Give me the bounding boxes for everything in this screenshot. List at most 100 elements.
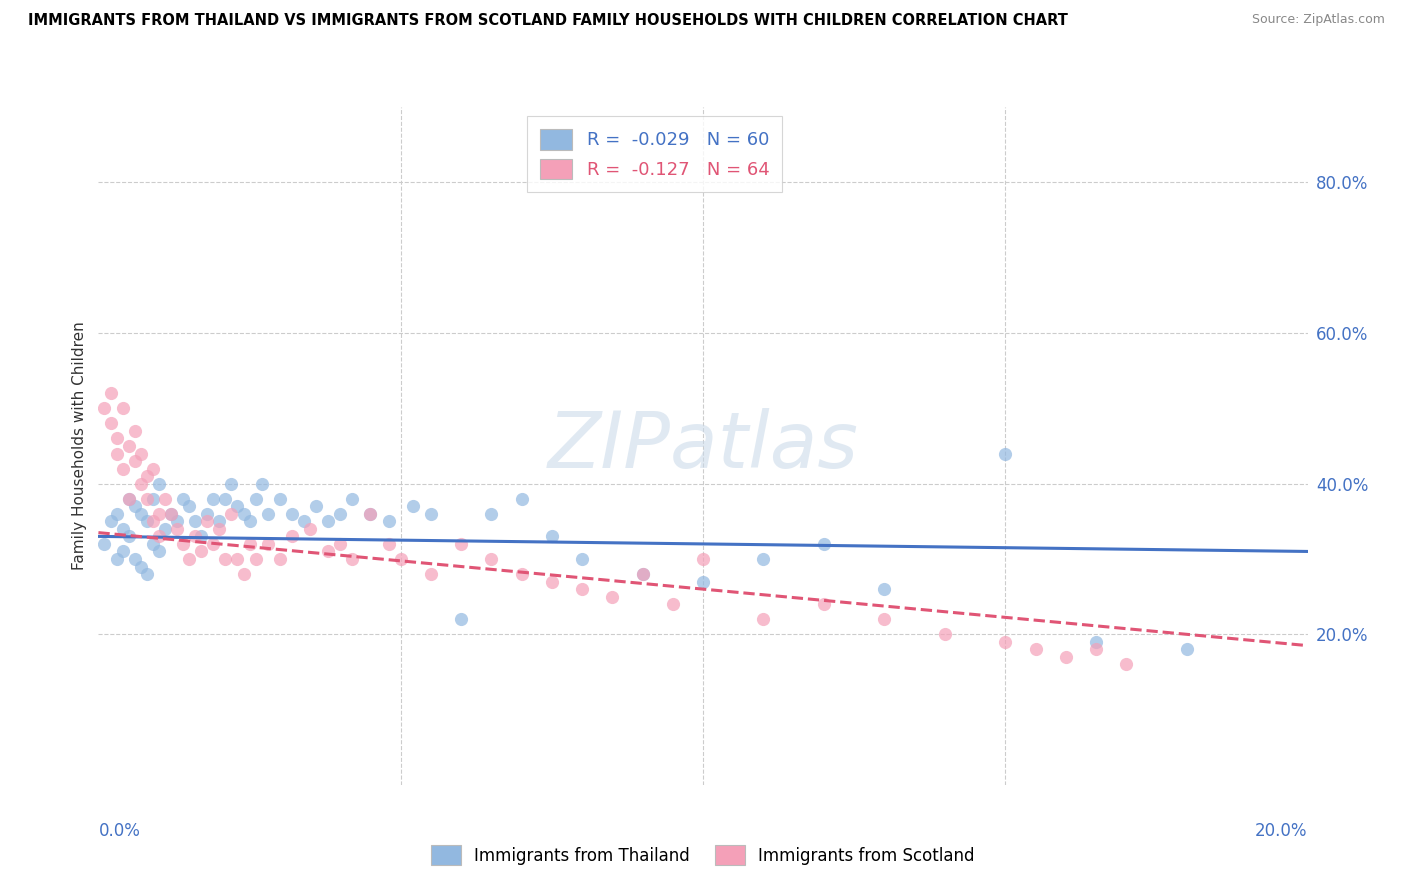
Point — [190, 544, 212, 558]
Point — [135, 514, 157, 528]
Point — [329, 507, 352, 521]
Point — [100, 417, 122, 431]
Point — [245, 491, 267, 506]
Point — [118, 439, 141, 453]
Point — [142, 461, 165, 475]
Point — [450, 537, 472, 551]
Point — [692, 552, 714, 566]
Point — [232, 507, 254, 521]
Point — [360, 507, 382, 521]
Text: IMMIGRANTS FROM THAILAND VS IMMIGRANTS FROM SCOTLAND FAMILY HOUSEHOLDS WITH CHIL: IMMIGRANTS FROM THAILAND VS IMMIGRANTS F… — [28, 13, 1069, 29]
Point — [540, 574, 562, 589]
Point — [813, 597, 835, 611]
Point — [124, 454, 146, 468]
Point — [105, 507, 128, 521]
Point — [342, 552, 364, 566]
Point — [111, 401, 134, 416]
Point — [190, 529, 212, 543]
Point — [1054, 649, 1077, 664]
Point — [1085, 635, 1108, 649]
Point — [250, 476, 273, 491]
Point — [124, 500, 146, 514]
Point — [202, 491, 225, 506]
Point — [256, 537, 278, 551]
Point — [124, 552, 146, 566]
Point — [661, 597, 683, 611]
Y-axis label: Family Households with Children: Family Households with Children — [72, 322, 87, 570]
Point — [873, 612, 896, 626]
Point — [184, 529, 207, 543]
Legend: R =  -0.029   N = 60, R =  -0.127   N = 64: R = -0.029 N = 60, R = -0.127 N = 64 — [527, 116, 782, 192]
Point — [450, 612, 472, 626]
Point — [111, 544, 134, 558]
Point — [166, 514, 188, 528]
Text: 20.0%: 20.0% — [1256, 822, 1308, 840]
Point — [142, 514, 165, 528]
Point — [813, 537, 835, 551]
Point — [179, 552, 201, 566]
Legend: Immigrants from Thailand, Immigrants from Scotland: Immigrants from Thailand, Immigrants fro… — [420, 836, 986, 875]
Point — [329, 537, 352, 551]
Text: 0.0%: 0.0% — [98, 822, 141, 840]
Point — [281, 507, 304, 521]
Point — [1085, 642, 1108, 657]
Point — [269, 491, 291, 506]
Point — [100, 386, 122, 401]
Point — [994, 635, 1017, 649]
Point — [481, 552, 503, 566]
Point — [510, 567, 533, 582]
Point — [195, 514, 218, 528]
Point — [934, 627, 956, 641]
Point — [994, 446, 1017, 460]
Point — [1175, 642, 1198, 657]
Point — [208, 514, 231, 528]
Point — [93, 401, 115, 416]
Point — [239, 514, 262, 528]
Point — [153, 491, 176, 506]
Point — [692, 574, 714, 589]
Point — [873, 582, 896, 596]
Text: Source: ZipAtlas.com: Source: ZipAtlas.com — [1251, 13, 1385, 27]
Point — [142, 491, 165, 506]
Point — [342, 491, 364, 506]
Point — [179, 500, 201, 514]
Point — [1115, 657, 1137, 672]
Point — [105, 446, 128, 460]
Point — [172, 491, 194, 506]
Point — [118, 491, 141, 506]
Point — [226, 552, 249, 566]
Point — [172, 537, 194, 551]
Point — [752, 552, 775, 566]
Point — [256, 507, 278, 521]
Point — [316, 514, 339, 528]
Point — [118, 529, 141, 543]
Point — [148, 544, 170, 558]
Text: ZIPatlas: ZIPatlas — [547, 408, 859, 484]
Point — [202, 537, 225, 551]
Point — [142, 537, 165, 551]
Point — [148, 529, 170, 543]
Point — [299, 522, 322, 536]
Point — [148, 507, 170, 521]
Point — [281, 529, 304, 543]
Point — [571, 582, 593, 596]
Point — [226, 500, 249, 514]
Point — [221, 507, 243, 521]
Point — [111, 522, 134, 536]
Point — [135, 567, 157, 582]
Point — [105, 432, 128, 446]
Point — [377, 537, 399, 551]
Point — [540, 529, 562, 543]
Point — [420, 507, 443, 521]
Point — [160, 507, 183, 521]
Point — [111, 461, 134, 475]
Point — [129, 476, 152, 491]
Point — [129, 559, 152, 574]
Point — [100, 514, 122, 528]
Point — [105, 552, 128, 566]
Point — [239, 537, 262, 551]
Point — [214, 491, 236, 506]
Point — [195, 507, 218, 521]
Point — [160, 507, 183, 521]
Point — [360, 507, 382, 521]
